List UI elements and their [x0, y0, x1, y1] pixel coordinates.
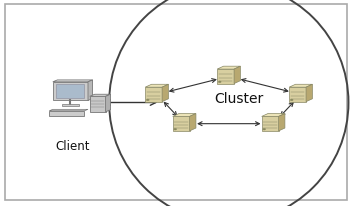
Polygon shape — [262, 117, 278, 131]
Polygon shape — [162, 85, 169, 102]
Polygon shape — [262, 114, 285, 117]
Polygon shape — [173, 117, 190, 131]
Circle shape — [263, 129, 266, 130]
Polygon shape — [289, 85, 312, 88]
Polygon shape — [145, 88, 162, 102]
Polygon shape — [88, 81, 93, 101]
Polygon shape — [106, 95, 111, 112]
Polygon shape — [90, 97, 106, 112]
Polygon shape — [306, 85, 312, 102]
Polygon shape — [289, 88, 306, 102]
Circle shape — [146, 100, 149, 101]
Bar — [62, 104, 79, 106]
Text: Client: Client — [55, 139, 89, 152]
Bar — [56, 84, 84, 99]
Polygon shape — [173, 114, 196, 117]
Polygon shape — [278, 114, 285, 131]
Polygon shape — [234, 67, 240, 84]
Polygon shape — [49, 110, 88, 111]
Polygon shape — [53, 81, 93, 82]
Circle shape — [174, 129, 177, 130]
Polygon shape — [49, 111, 84, 116]
Polygon shape — [90, 95, 111, 97]
Text: Cluster: Cluster — [215, 92, 264, 106]
Circle shape — [290, 100, 293, 101]
Polygon shape — [145, 85, 169, 88]
Polygon shape — [53, 82, 88, 101]
Polygon shape — [190, 114, 196, 131]
Polygon shape — [217, 70, 234, 84]
Polygon shape — [217, 67, 240, 70]
Circle shape — [218, 82, 221, 83]
